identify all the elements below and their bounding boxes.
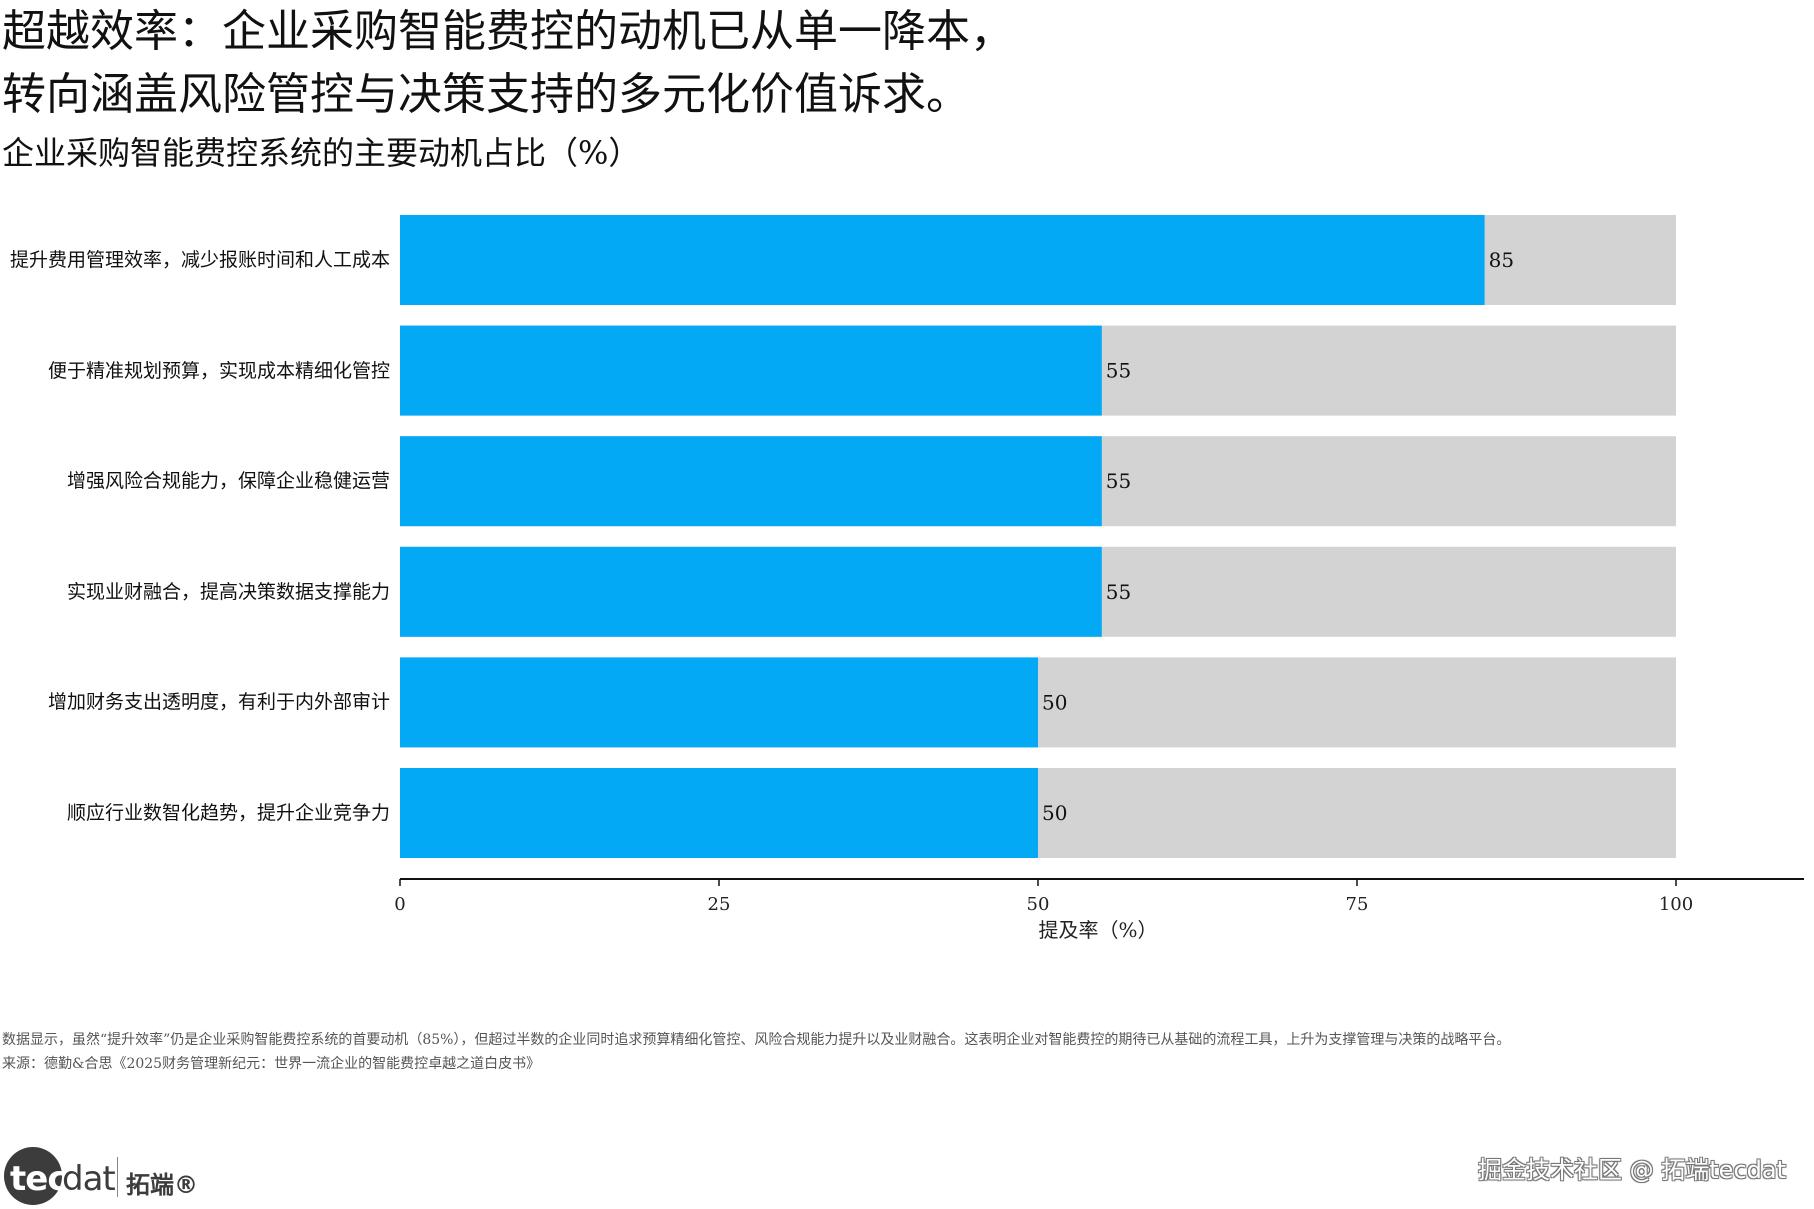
value-label: 55 — [1106, 359, 1131, 383]
value-label: 55 — [1106, 469, 1131, 493]
bar — [400, 436, 1102, 527]
x-axis-title: 提及率（%） — [1038, 918, 1157, 942]
logo-text-cn: 拓端® — [126, 1171, 198, 1199]
logo-text-dat: dat — [62, 1159, 116, 1199]
footnote-text: 数据显示，虽然“提升效率”仍是企业采购智能费控系统的首要动机（85%），但超过半… — [2, 1032, 1511, 1048]
category-label: 提升费用管理效率，减少报账时间和人工成本 — [9, 249, 390, 271]
headline-line-2: 转向涵盖风险管控与决策支持的多元化价值诉求。 — [2, 69, 970, 120]
chart-title: 企业采购智能费控系统的主要动机占比（%） — [2, 134, 641, 172]
x-tick-label: 0 — [394, 894, 405, 915]
category-label: 顺应行业数智化趋势，提升企业竞争力 — [66, 802, 390, 824]
source-text: 来源：德勤&合思《2025财务管理新纪元：世界一流企业的智能费控卓越之道白皮书》 — [2, 1056, 541, 1072]
logo-text-tec: tec — [10, 1159, 67, 1199]
headline-line-1: 超越效率：企业采购智能费控的动机已从单一降本， — [2, 6, 1014, 57]
x-tick-label: 25 — [708, 894, 731, 915]
value-label: 85 — [1489, 248, 1514, 272]
x-tick-label: 75 — [1346, 894, 1369, 915]
category-label: 增强风险合规能力，保障企业稳健运营 — [66, 470, 390, 493]
bar — [400, 657, 1038, 748]
x-tick-label: 100 — [1659, 894, 1693, 915]
category-label: 便于精准规划预算，实现成本精细化管控 — [47, 359, 390, 382]
watermark: 掘金技术社区 @ 拓端tecdat — [1478, 1156, 1786, 1184]
bar — [400, 546, 1102, 637]
bar — [400, 325, 1102, 416]
bar — [400, 215, 1485, 305]
category-label: 增加财务支出透明度，有利于内外部审计 — [47, 691, 390, 714]
bar — [400, 768, 1038, 858]
logo-divider — [117, 1157, 118, 1197]
bar-chart: 85 55 55 55 50 50 0 25 50 75 100 提及率（%） — [394, 215, 1804, 942]
value-label: 55 — [1106, 580, 1131, 604]
tecdat-logo: tec dat 拓端® — [4, 1145, 224, 1205]
value-label: 50 — [1042, 690, 1067, 714]
category-label: 实现业财融合，提高决策数据支撑能力 — [66, 580, 390, 603]
value-label: 50 — [1042, 801, 1067, 825]
logo-circle — [4, 1147, 62, 1205]
x-tick-label: 50 — [1027, 894, 1050, 915]
